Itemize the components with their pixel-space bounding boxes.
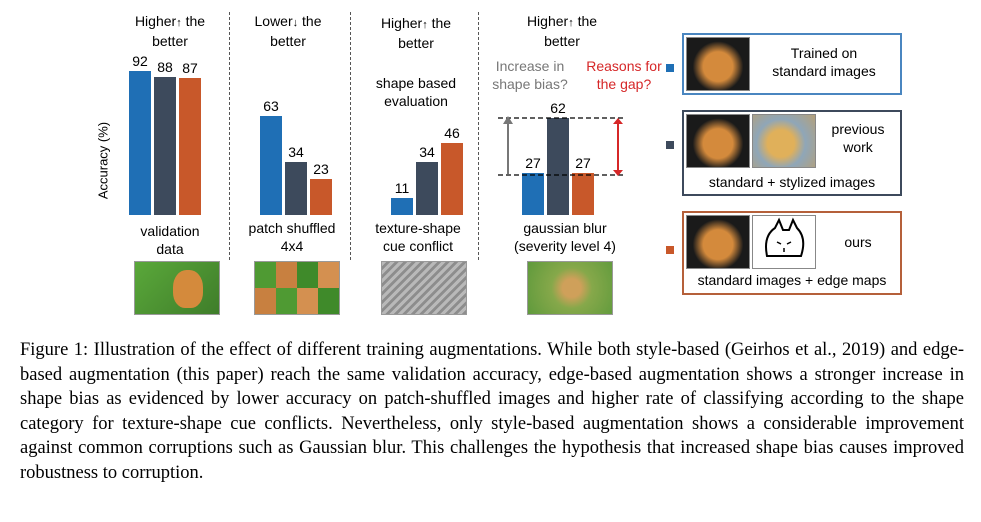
panel-heading: Higher↑ the better bbox=[380, 15, 452, 51]
shuffled-cat-image-icon bbox=[254, 261, 340, 315]
legend-label-top: ours bbox=[844, 234, 872, 250]
legend-edge: ours standard images + edge maps bbox=[682, 211, 902, 295]
bar bbox=[129, 70, 151, 215]
legend-stylized: previous work standard + stylized images bbox=[682, 110, 902, 196]
gap-annotation-lines bbox=[498, 116, 626, 176]
legend-swatch-standard bbox=[666, 64, 674, 72]
legend-label: standard + stylized images bbox=[708, 174, 876, 190]
bar-value-label: 92 bbox=[132, 52, 148, 69]
bar-value-label: 23 bbox=[313, 160, 329, 177]
legend-swatch-edge bbox=[666, 246, 674, 254]
panel-divider bbox=[229, 12, 230, 260]
bar-value-label: 62 bbox=[550, 99, 566, 116]
bar bbox=[547, 117, 569, 215]
legend-standard: Trained on standard images bbox=[682, 33, 902, 95]
bar bbox=[310, 178, 332, 215]
x-label: texture-shape cue conflict bbox=[375, 220, 461, 254]
cat-image-icon bbox=[686, 215, 750, 269]
bar-value-label: 11 bbox=[394, 179, 410, 196]
bar bbox=[154, 76, 176, 215]
edge-map-image-icon bbox=[752, 215, 816, 269]
bar bbox=[416, 161, 438, 215]
stylized-cat-image-icon bbox=[752, 114, 816, 168]
x-label: validation data bbox=[140, 223, 200, 257]
panel-heading: Higher↑ the better bbox=[134, 13, 206, 49]
bar bbox=[522, 172, 544, 215]
bar bbox=[285, 161, 307, 215]
panel-divider bbox=[350, 12, 351, 260]
bar-value-label: 46 bbox=[444, 124, 460, 141]
bar bbox=[260, 116, 282, 215]
bar-value-label: 88 bbox=[157, 58, 173, 75]
cat-image-icon bbox=[134, 261, 220, 315]
bar bbox=[179, 78, 201, 215]
bar-value-label: 27 bbox=[575, 154, 591, 171]
texture-shape-image-icon bbox=[381, 261, 467, 315]
panel-divider bbox=[478, 12, 479, 260]
legend-label-top: previous work bbox=[831, 121, 885, 155]
x-label: gaussian blur (severity level 4) bbox=[514, 220, 616, 254]
bar bbox=[391, 197, 413, 215]
increase-annotation: Increase in shape bias? bbox=[492, 58, 568, 92]
panel-heading: Lower↓ the better bbox=[254, 13, 322, 49]
panel-heading: Higher↑ the better bbox=[526, 13, 598, 49]
blurred-cat-image-icon bbox=[527, 261, 613, 315]
cat-image-icon bbox=[686, 37, 750, 91]
cat-image-icon bbox=[686, 114, 750, 168]
bar-value-label: 87 bbox=[182, 60, 198, 77]
bar bbox=[572, 172, 594, 215]
shape-based-note: shape based evaluation bbox=[375, 75, 457, 109]
reasons-annotation: Reasons for the gap? bbox=[586, 58, 662, 92]
figure: Accuracy (%) Higher↑ the better Lower↓ t… bbox=[95, 12, 902, 315]
bar bbox=[441, 142, 463, 215]
x-label: patch shuffled 4x4 bbox=[248, 220, 336, 254]
bar-value-label: 34 bbox=[419, 143, 435, 160]
legend-label: Trained on standard images bbox=[772, 45, 876, 79]
y-axis-label: Accuracy (%) bbox=[95, 121, 111, 200]
bar-value-label: 27 bbox=[525, 154, 541, 171]
legend-label: standard images + edge maps bbox=[697, 272, 887, 288]
legend-swatch-stylized bbox=[666, 141, 674, 149]
bar-value-label: 63 bbox=[263, 98, 279, 115]
figure-caption: Figure 1: Illustration of the effect of … bbox=[20, 340, 964, 483]
bar-value-label: 34 bbox=[288, 143, 304, 160]
